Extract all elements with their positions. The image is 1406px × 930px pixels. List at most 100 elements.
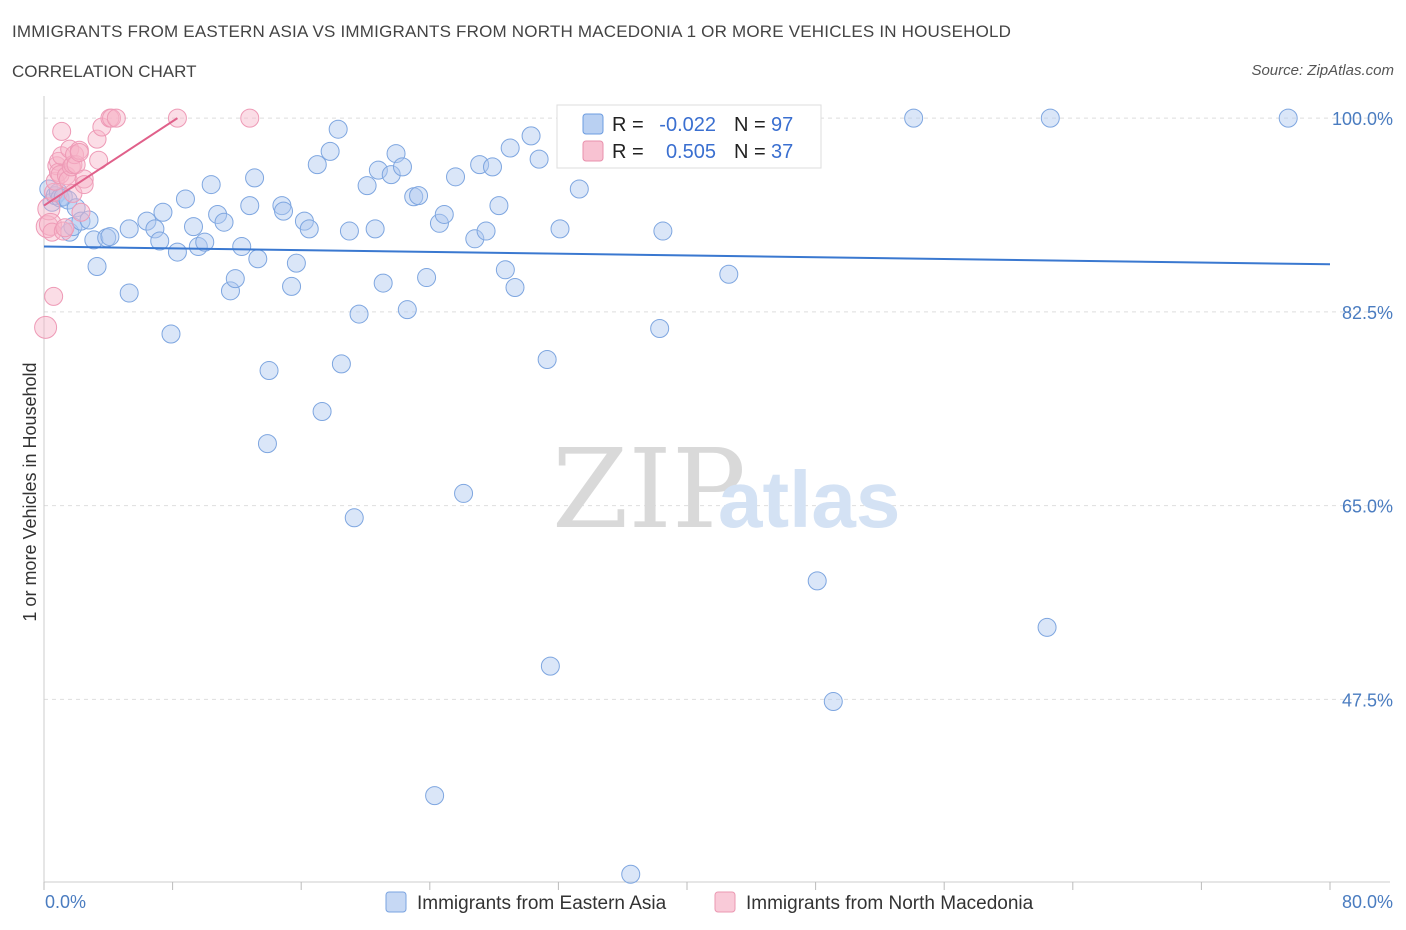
point-eastern-asia-63	[417, 268, 437, 288]
chart-subtitle: CORRELATION CHART	[12, 62, 197, 81]
chart-source: Source: ZipAtlas.com	[1251, 62, 1394, 79]
point-north-macedonia-33	[102, 108, 122, 128]
point-eastern-asia-75	[500, 138, 520, 158]
point-north-macedonia-23	[66, 155, 86, 175]
point-eastern-asia-89	[719, 264, 739, 284]
n-label-2: N =	[734, 141, 766, 163]
stats-legend: R = -0.022 N = 97 R = 0.505 N = 37	[556, 104, 822, 169]
trend-lines	[43, 117, 1331, 266]
point-eastern-asia-22	[161, 324, 181, 344]
point-eastern-asia-67	[446, 167, 466, 187]
point-eastern-asia-46	[312, 402, 332, 422]
point-eastern-asia-19	[145, 219, 165, 239]
point-eastern-asia-57	[381, 165, 401, 185]
point-eastern-asia-56	[373, 273, 393, 293]
point-eastern-asia-53	[357, 176, 377, 196]
y-tick-label-1: 65.0%	[1342, 497, 1393, 517]
point-eastern-asia-84	[621, 864, 641, 884]
point-eastern-asia-18	[137, 211, 157, 231]
point-eastern-asia-35	[245, 168, 265, 188]
x-tick-label-max: 80.0%	[1342, 892, 1393, 912]
point-north-macedonia-0	[34, 315, 58, 339]
n-label-1: N =	[734, 114, 766, 136]
point-eastern-asia-37	[257, 434, 277, 454]
point-eastern-asia-50	[339, 221, 359, 241]
n-value-1: 97	[771, 114, 793, 136]
point-eastern-asia-13	[87, 256, 107, 276]
chart-title: IMMIGRANTS FROM EASTERN ASIA VS IMMIGRAN…	[12, 22, 1012, 41]
series-legend-swatch-eastern-asia	[385, 891, 407, 913]
point-eastern-asia-81	[550, 219, 570, 239]
legend-swatch-eastern-asia	[582, 113, 604, 135]
n-value-2: 37	[771, 141, 793, 163]
point-eastern-asia-74	[495, 260, 515, 280]
axes	[43, 96, 1390, 890]
point-eastern-asia-80	[540, 656, 560, 676]
point-eastern-asia-62	[409, 186, 429, 206]
series-legend-label-north-macedonia: Immigrants from North Macedonia	[746, 893, 1034, 914]
point-eastern-asia-72	[482, 157, 502, 177]
trend-line-north-macedonia	[43, 117, 178, 207]
y-tick-label-0: 47.5%	[1342, 690, 1393, 710]
point-eastern-asia-65	[429, 213, 449, 233]
point-eastern-asia-29	[208, 204, 228, 224]
point-eastern-asia-92	[904, 108, 924, 128]
point-eastern-asia-55	[368, 160, 388, 180]
point-north-macedonia-36	[240, 108, 260, 128]
point-eastern-asia-41	[282, 276, 302, 296]
point-north-macedonia-26	[71, 202, 91, 222]
point-eastern-asia-90	[807, 571, 827, 591]
point-eastern-asia-27	[195, 232, 215, 252]
point-eastern-asia-16	[119, 283, 139, 303]
point-eastern-asia-95	[1278, 108, 1298, 128]
point-eastern-asia-71	[476, 221, 496, 241]
point-eastern-asia-45	[307, 155, 327, 175]
point-north-macedonia-5	[44, 286, 64, 306]
series-legend-label-eastern-asia: Immigrants from Eastern Asia	[417, 893, 667, 914]
r-label-1: R =	[612, 114, 644, 136]
point-eastern-asia-23	[167, 242, 187, 262]
point-eastern-asia-78	[529, 149, 549, 169]
point-eastern-asia-59	[392, 157, 412, 177]
legend-swatch-north-macedonia	[582, 140, 604, 162]
point-eastern-asia-93	[1037, 617, 1057, 637]
x-tick-label-min: 0.0%	[45, 892, 86, 912]
point-north-macedonia-29	[87, 129, 107, 149]
trend-line-eastern-asia	[43, 245, 1331, 266]
point-eastern-asia-82	[569, 179, 589, 199]
point-eastern-asia-86	[650, 318, 670, 338]
point-north-macedonia-25	[69, 142, 89, 162]
point-eastern-asia-91	[823, 692, 843, 712]
point-north-macedonia-14	[53, 221, 73, 241]
point-eastern-asia-73	[489, 196, 509, 216]
y-axis-label: 1 or more Vehicles in Household	[20, 362, 40, 621]
r-value-1: -0.022	[659, 114, 716, 136]
point-eastern-asia-44	[299, 219, 319, 239]
watermark-atlas: atlas	[718, 455, 900, 544]
point-eastern-asia-60	[397, 300, 417, 320]
point-eastern-asia-40	[274, 201, 294, 221]
watermark-zip: ZIP	[552, 425, 746, 553]
point-eastern-asia-30	[214, 212, 234, 232]
point-eastern-asia-79	[537, 349, 557, 369]
point-eastern-asia-47	[320, 141, 340, 161]
series-legend-swatch-north-macedonia	[714, 891, 736, 913]
point-eastern-asia-11	[79, 210, 99, 230]
point-eastern-asia-31	[220, 281, 240, 301]
y-tick-label-2: 82.5%	[1342, 303, 1393, 323]
y-tick-label-3: 100.0%	[1332, 109, 1393, 129]
point-eastern-asia-76	[505, 278, 525, 298]
point-eastern-asia-33	[232, 237, 252, 257]
point-north-macedonia-1	[35, 215, 59, 239]
point-eastern-asia-24	[175, 189, 195, 209]
point-eastern-asia-21	[153, 202, 173, 222]
point-eastern-asia-25	[183, 217, 203, 237]
point-eastern-asia-20	[150, 231, 170, 251]
point-north-macedonia-15	[55, 218, 75, 238]
point-eastern-asia-64	[425, 786, 445, 806]
point-eastern-asia-17	[119, 219, 139, 239]
point-eastern-asia-51	[344, 508, 364, 528]
point-eastern-asia-94	[1040, 108, 1060, 128]
point-eastern-asia-42	[286, 253, 306, 273]
